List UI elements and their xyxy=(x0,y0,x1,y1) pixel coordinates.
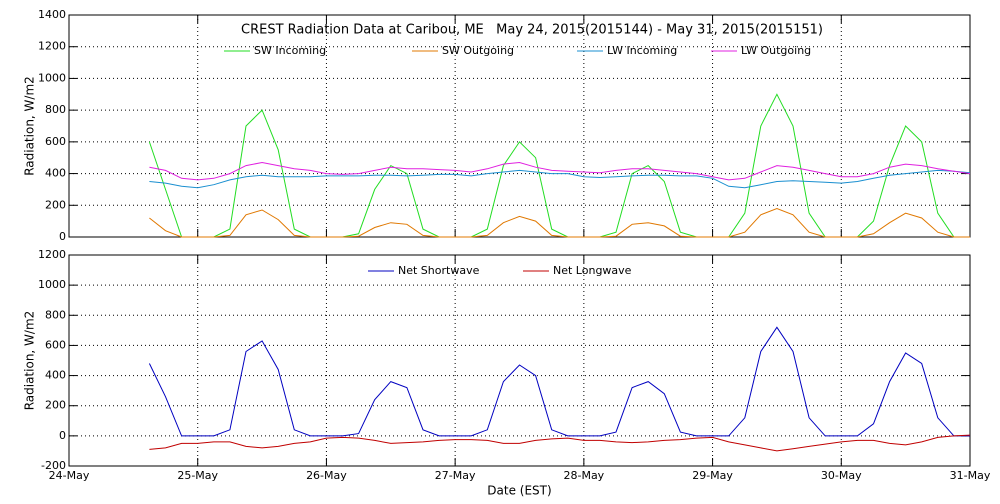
y-tick-label: 1400 xyxy=(38,8,66,21)
y-tick-label: 0 xyxy=(59,429,66,442)
x-tick-label: 28-May xyxy=(563,469,604,482)
y-axis-label: Radiation, W/m2 xyxy=(23,311,37,411)
series-line xyxy=(149,207,970,238)
x-tick-label: 27-May xyxy=(435,469,476,482)
plot-frame xyxy=(68,254,971,467)
series-line xyxy=(148,326,970,437)
y-axis-label: Radiation, W/m2 xyxy=(23,76,37,176)
y-tick-label: 800 xyxy=(45,308,66,321)
y-tick-label: 800 xyxy=(45,103,66,116)
x-tick-label: 25-May xyxy=(177,469,218,482)
series-line xyxy=(149,434,971,452)
chart-title: CREST Radiation Data at Caribou, ME May … xyxy=(241,23,823,38)
series-line xyxy=(149,169,971,189)
series-line xyxy=(148,93,970,238)
x-axis-label: Date (EST) xyxy=(487,484,551,498)
y-tick-label: 200 xyxy=(45,198,66,211)
legend-label: LW Incoming xyxy=(607,44,677,57)
x-tick-label: 31-May xyxy=(950,469,991,482)
y-tick-label: 1200 xyxy=(38,40,66,53)
x-tick-label: 26-May xyxy=(306,469,347,482)
legend-label: Net Shortwave xyxy=(398,264,480,277)
y-tick-label: 400 xyxy=(45,167,66,180)
y-tick-label: 1000 xyxy=(38,278,66,291)
legend-label: SW Outgoing xyxy=(442,44,514,57)
y-tick-label: 400 xyxy=(45,369,66,382)
y-tick-label: 1000 xyxy=(38,71,66,84)
plot-frame xyxy=(68,14,971,238)
x-tick-label: 29-May xyxy=(692,469,733,482)
legend-label: Net Longwave xyxy=(553,264,632,277)
y-tick-label: 200 xyxy=(45,399,66,412)
legend-label: LW Outgoing xyxy=(741,44,811,57)
legend-label: SW Incoming xyxy=(254,44,326,57)
x-tick-label: 30-May xyxy=(821,469,862,482)
series-line xyxy=(149,161,971,181)
y-tick-label: -200 xyxy=(41,459,66,472)
y-tick-label: 1200 xyxy=(38,248,66,261)
x-tick-label: 24-May xyxy=(49,469,90,482)
y-tick-label: 0 xyxy=(59,230,66,243)
y-tick-label: 600 xyxy=(45,135,66,148)
y-tick-label: 600 xyxy=(45,338,66,351)
